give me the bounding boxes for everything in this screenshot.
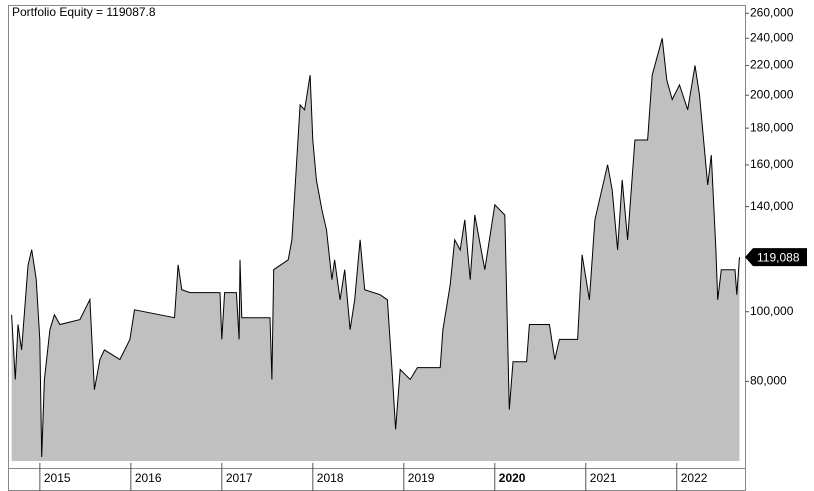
y-tick-label: 220,000 xyxy=(750,58,794,72)
y-tick-label: 240,000 xyxy=(750,30,794,44)
x-tick-label: 2022 xyxy=(681,471,708,485)
x-tick-label: 2020 xyxy=(499,471,526,485)
y-tick-label: 160,000 xyxy=(750,157,794,171)
x-tick-label: 2015 xyxy=(44,471,71,485)
y-tick-label: 100,000 xyxy=(750,304,794,318)
last-value-label: 119,088 xyxy=(757,250,800,264)
x-tick-label: 2021 xyxy=(590,471,617,485)
y-tick-label: 200,000 xyxy=(750,87,794,101)
x-tick-label: 2016 xyxy=(135,471,162,485)
x-tick-label: 2017 xyxy=(226,471,253,485)
x-tick-label: 2018 xyxy=(317,471,344,485)
y-tick-label: 260,000 xyxy=(750,5,794,19)
y-tick-label: 140,000 xyxy=(750,199,794,213)
chart-title: Portfolio Equity = 119087.8 xyxy=(12,5,156,19)
equity-line xyxy=(11,38,740,458)
y-tick-label: 180,000 xyxy=(750,120,794,134)
plot-area xyxy=(11,38,740,461)
y-tick-label: 80,000 xyxy=(750,374,787,388)
equity-area xyxy=(11,38,740,461)
x-axis-frame xyxy=(8,468,746,491)
x-tick-label: 2019 xyxy=(408,471,435,485)
last-value-tag xyxy=(745,248,807,267)
